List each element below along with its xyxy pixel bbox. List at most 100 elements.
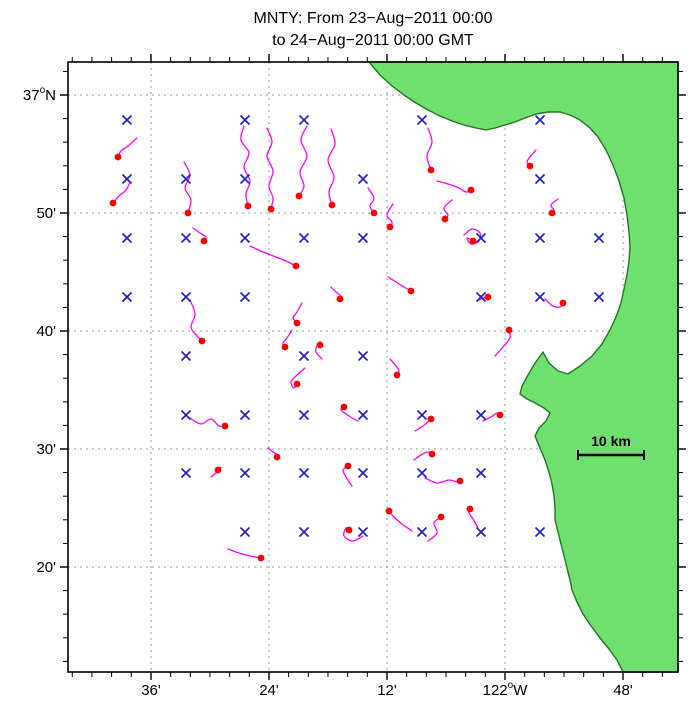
land-polygon bbox=[368, 61, 679, 673]
drifter-trajectory bbox=[298, 125, 308, 197]
grid-x-marker bbox=[357, 350, 369, 362]
lat-tick-label: 40' bbox=[36, 323, 56, 340]
drifter-end-dot bbox=[198, 337, 206, 345]
drifter-end-dot bbox=[559, 299, 567, 307]
grid-x-marker bbox=[121, 232, 133, 244]
grid-x-marker bbox=[180, 232, 192, 244]
drifter-end-dot bbox=[295, 192, 303, 200]
lat-tick-label: 37oN bbox=[23, 85, 56, 104]
figure-title: MNTY: From 23−Aug−2011 00:00 to 24−Aug−2… bbox=[68, 8, 678, 52]
drifter-trajectory bbox=[189, 299, 203, 342]
grid-x-marker bbox=[239, 114, 251, 126]
drifter-end-dot bbox=[548, 209, 556, 217]
drifter-trajectory bbox=[427, 516, 442, 542]
lon-tick-label: 122oW bbox=[483, 680, 529, 699]
drifter-end-dot bbox=[244, 202, 252, 210]
drifter-end-dot bbox=[200, 237, 208, 245]
drifter-trajectory bbox=[386, 203, 394, 228]
drifter-trajectory bbox=[249, 245, 297, 267]
drifter-end-dot bbox=[467, 186, 475, 194]
drifter-end-dot bbox=[496, 411, 504, 419]
drifter-end-dot bbox=[340, 403, 348, 411]
drifter-end-dot bbox=[293, 319, 301, 327]
grid-x-marker bbox=[534, 114, 546, 126]
drifter-trajectory bbox=[189, 417, 226, 428]
drifter-end-dot bbox=[385, 507, 393, 515]
grid-x-marker bbox=[180, 467, 192, 479]
grid-x-marker bbox=[357, 467, 369, 479]
lat-tick-label: 30' bbox=[36, 441, 56, 458]
drifter-end-dot bbox=[393, 371, 401, 379]
grid-x-marker bbox=[298, 526, 310, 538]
lon-tick-label: 24' bbox=[259, 682, 279, 699]
title-line-1: MNTY: From 23−Aug−2011 00:00 bbox=[253, 10, 493, 27]
scale-bar-label: 10 km bbox=[591, 433, 631, 449]
grid-x-marker bbox=[475, 232, 487, 244]
grid-x-marker bbox=[121, 173, 133, 185]
grid-x-marker bbox=[180, 173, 192, 185]
drifter-end-dot bbox=[109, 199, 117, 207]
drifter-trajectory bbox=[387, 276, 412, 292]
lon-tick-label: 36' bbox=[141, 682, 161, 699]
lon-tick-label: 12' bbox=[377, 682, 397, 699]
grid-x-marker bbox=[593, 291, 605, 303]
grid-x-marker bbox=[239, 173, 251, 185]
drifter-end-dot bbox=[281, 343, 289, 351]
grid-x-marker bbox=[239, 467, 251, 479]
drifter-trajectory bbox=[436, 180, 472, 193]
drifter-trajectory bbox=[183, 161, 192, 214]
drifter-end-dot bbox=[221, 422, 229, 430]
grid-x-marker bbox=[239, 409, 251, 421]
drifter-end-dot bbox=[484, 293, 492, 301]
drifter-end-dot bbox=[407, 287, 415, 295]
drifter-trajectory bbox=[117, 137, 138, 158]
drifter-end-dot bbox=[437, 513, 445, 521]
drifter-trajectory bbox=[290, 367, 306, 389]
drifter-end-dot bbox=[114, 153, 122, 161]
grid-x-marker bbox=[534, 526, 546, 538]
drifter-end-dot bbox=[505, 326, 513, 334]
drifter-trajectory bbox=[494, 329, 511, 357]
lat-tick-label: 50' bbox=[36, 205, 56, 222]
grid-x-marker bbox=[357, 409, 369, 421]
grid-x-marker bbox=[475, 467, 487, 479]
grid-x-marker bbox=[593, 232, 605, 244]
drifter-end-dot bbox=[273, 453, 281, 461]
drifter-end-dot bbox=[427, 166, 435, 174]
grid-x-marker bbox=[416, 114, 428, 126]
grid-x-marker bbox=[475, 526, 487, 538]
grid-x-marker bbox=[239, 232, 251, 244]
drifter-trajectory bbox=[388, 510, 413, 532]
drifter-end-dot bbox=[466, 505, 474, 513]
grid-x-marker bbox=[121, 114, 133, 126]
drifter-end-dot bbox=[469, 237, 477, 245]
drifter-trajectory bbox=[426, 127, 433, 171]
grid-x-marker bbox=[239, 291, 251, 303]
drifter-trajectory bbox=[367, 187, 375, 214]
drifter-end-dot bbox=[336, 295, 344, 303]
drifter-end-dot bbox=[526, 162, 534, 170]
grid-x-marker bbox=[357, 232, 369, 244]
grid-x-marker bbox=[416, 526, 428, 538]
map-frame bbox=[67, 61, 679, 673]
drifter-trajectory bbox=[266, 127, 274, 210]
grid-x-marker bbox=[475, 409, 487, 421]
grid-x-marker bbox=[180, 350, 192, 362]
drifter-end-dot bbox=[441, 215, 449, 223]
drifter-end-dot bbox=[292, 262, 300, 270]
grid-x-marker bbox=[298, 467, 310, 479]
title-line-2: to 24−Aug−2011 00:00 GMT bbox=[272, 32, 474, 49]
grid-x-marker bbox=[534, 173, 546, 185]
grid-x-marker bbox=[298, 232, 310, 244]
drifter-trajectory bbox=[227, 548, 262, 559]
drifter-end-dot bbox=[386, 223, 394, 231]
drifter-trajectory bbox=[112, 181, 131, 204]
grid-x-marker bbox=[298, 409, 310, 421]
grid-x-marker bbox=[534, 232, 546, 244]
drifter-end-dot bbox=[184, 209, 192, 217]
lon-tick-label: 48' bbox=[613, 682, 633, 699]
grid-x-marker bbox=[298, 350, 310, 362]
drifter-end-dot bbox=[428, 450, 436, 458]
